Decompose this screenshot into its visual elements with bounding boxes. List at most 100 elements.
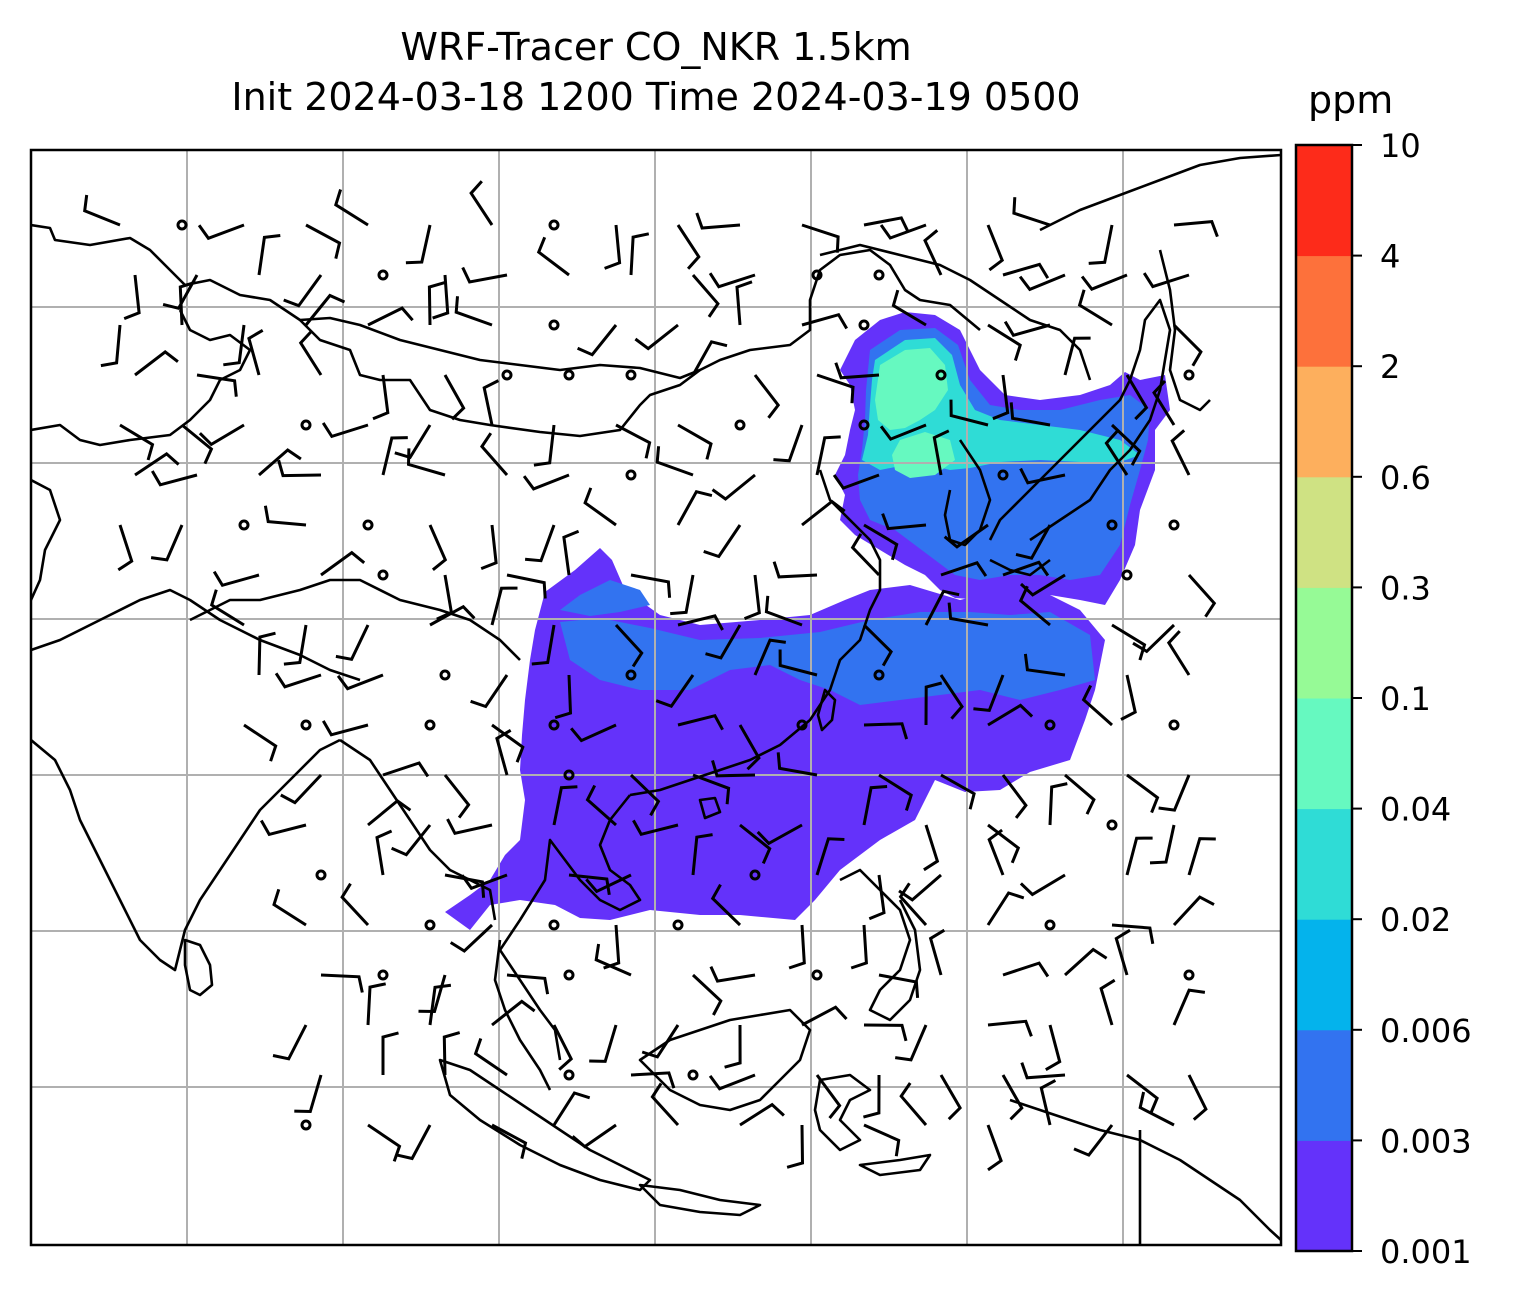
calm-wind-circle: [935, 369, 947, 381]
wind-barb: [710, 883, 742, 927]
wind-barb: [123, 274, 141, 320]
wind-barb: [987, 703, 1034, 727]
wind-barb: [878, 973, 920, 999]
wind-barb: [381, 436, 408, 476]
wind-barb: [863, 1023, 908, 1042]
wind-barb: [334, 189, 369, 227]
wind-barb: [570, 723, 617, 743]
wind-barb: [1088, 224, 1114, 265]
map-panel: [31, 150, 1281, 1245]
wind-barb: [801, 1005, 848, 1027]
wind-barb: [335, 624, 370, 661]
wind-barb: [491, 999, 536, 1027]
wind-barb: [473, 1038, 508, 1077]
wind-barb: [522, 473, 570, 491]
wind-barb: [531, 624, 556, 666]
wind-barb: [321, 720, 369, 737]
calm-wind-circle: [749, 869, 761, 881]
wind-barb: [1120, 674, 1137, 721]
wind-barb: [1018, 273, 1066, 292]
wind-barb: [443, 774, 471, 819]
calm-wind-circle: [315, 869, 327, 881]
wind-barb: [1073, 1124, 1114, 1157]
coast-hainan: [698, 796, 722, 820]
wind-barb: [1012, 197, 1051, 227]
wind-barb: [552, 1024, 574, 1071]
wind-barb: [868, 874, 886, 921]
wind-barb: [1149, 824, 1176, 865]
colorbar-tick-label: 2: [1380, 348, 1400, 386]
wind-barb: [1023, 653, 1066, 677]
wind-barb: [939, 674, 964, 720]
wind-barb: [1064, 773, 1096, 815]
wind-barb: [1152, 379, 1176, 426]
calm-wind-circle: [1106, 819, 1118, 831]
wind-barb: [615, 423, 652, 459]
coast-sakhalin: [1158, 249, 1211, 412]
wind-barb: [1099, 978, 1116, 1026]
calm-wind-circle: [548, 219, 560, 231]
wind-barb: [375, 829, 393, 876]
wind-barb: [1063, 947, 1108, 977]
wind-barb: [815, 837, 845, 876]
calm-wind-circle: [424, 919, 436, 931]
wind-barb: [738, 724, 761, 771]
wind-barb: [834, 362, 880, 380]
wind-barb: [670, 574, 695, 616]
coast-japan-south: [989, 558, 1051, 577]
coast-india-west: [31, 478, 62, 601]
wind-barb: [778, 649, 818, 677]
wind-barb: [739, 823, 772, 864]
wind-barb: [198, 423, 245, 447]
gridlines: [31, 150, 1281, 1245]
wind-barb: [655, 446, 694, 477]
calm-wind-circle: [1044, 719, 1056, 731]
wind-barb: [280, 773, 323, 805]
wind-barb: [585, 784, 617, 827]
border-india: [31, 588, 361, 682]
wind-barb: [1172, 895, 1215, 927]
calm-wind-circle: [439, 669, 451, 681]
coast-new-guinea: [1009, 1098, 1281, 1241]
wind-barb: [181, 423, 214, 465]
calm-wind-circle: [362, 519, 374, 531]
wind-barb: [396, 1124, 432, 1161]
colorbar-tick-label: 0.006: [1380, 1012, 1472, 1050]
wind-barb: [305, 223, 342, 259]
wind-barb: [568, 873, 611, 896]
wind-barb: [630, 1071, 676, 1089]
colorbar-tick-label: 0.6: [1380, 459, 1431, 497]
calm-wind-circle: [176, 219, 188, 231]
wind-barb: [490, 586, 518, 626]
calm-wind-circle: [1168, 719, 1180, 731]
wind-barb: [932, 429, 950, 476]
wind-barb: [429, 604, 476, 627]
wind-barb: [1045, 1024, 1062, 1072]
calm-wind-circle: [548, 319, 560, 331]
wind-barb: [739, 1102, 785, 1127]
wind-barb: [924, 681, 943, 726]
wind-barb: [442, 1031, 461, 1076]
wind-barb: [691, 833, 713, 876]
colorbar-swatch: [1296, 698, 1352, 810]
calm-wind-circle: [1168, 519, 1180, 531]
wind-barb: [691, 973, 723, 1016]
wind-barb: [604, 224, 622, 270]
wind-barb: [367, 799, 412, 827]
wind-barb: [1009, 402, 1051, 427]
wind-barb: [536, 236, 570, 277]
wind-barb: [320, 550, 366, 577]
wind-barb: [724, 1024, 742, 1069]
wind-barb: [491, 1123, 528, 1159]
calm-wind-circle: [377, 969, 389, 981]
wind-barb: [1126, 773, 1160, 814]
colorbar-swatch: [1296, 808, 1352, 920]
wind-barb: [863, 1074, 881, 1119]
wind-barb: [381, 1031, 399, 1075]
coast-india: [31, 738, 341, 972]
wind-barb: [506, 573, 547, 599]
wind-barb: [162, 274, 199, 311]
wind-barb: [801, 499, 846, 527]
wind-barb: [756, 823, 803, 846]
